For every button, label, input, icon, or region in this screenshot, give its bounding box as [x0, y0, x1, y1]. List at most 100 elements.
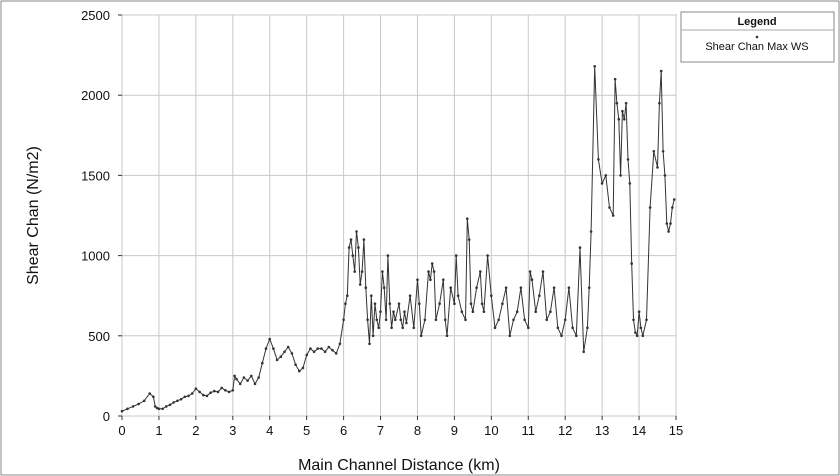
data-point	[157, 407, 161, 411]
data-point	[312, 350, 316, 354]
data-point	[373, 302, 377, 306]
x-tick-label: 11	[522, 423, 536, 438]
data-point	[648, 206, 652, 209]
data-point	[371, 334, 375, 338]
x-tick-label: 1	[155, 423, 162, 438]
x-tick-label: 9	[451, 423, 458, 438]
data-point	[482, 310, 486, 314]
data-point	[231, 389, 235, 392]
data-point	[469, 302, 473, 306]
data-point	[360, 270, 364, 273]
data-point	[443, 318, 447, 322]
data-point	[490, 294, 493, 298]
data-point	[381, 270, 384, 273]
data-point	[508, 334, 512, 338]
data-point	[630, 262, 633, 265]
data-point	[172, 401, 175, 404]
legend-marker	[755, 35, 759, 39]
data-point	[449, 286, 453, 290]
data-point	[519, 286, 523, 290]
data-point	[346, 294, 349, 298]
data-point	[152, 395, 155, 399]
data-point	[416, 278, 419, 282]
data-point	[418, 302, 421, 306]
data-point	[362, 238, 366, 241]
data-point	[392, 310, 395, 314]
data-point	[382, 286, 386, 290]
data-point	[301, 366, 305, 370]
data-point	[153, 405, 157, 408]
data-point	[464, 318, 467, 322]
data-point	[194, 387, 198, 391]
data-point	[358, 283, 362, 286]
data-point	[401, 326, 405, 330]
x-tick-label: 12	[558, 423, 572, 438]
data-point	[283, 350, 286, 354]
data-point	[342, 318, 345, 322]
data-point	[397, 302, 401, 306]
data-point	[538, 294, 541, 298]
data-point	[549, 310, 552, 314]
x-tick-label: 15	[669, 423, 683, 438]
data-point	[661, 150, 665, 153]
series-group	[120, 65, 676, 413]
x-tick-label: 8	[414, 423, 421, 438]
data-point	[316, 347, 320, 350]
data-point	[233, 374, 236, 378]
data-point	[298, 369, 301, 373]
data-point	[667, 230, 670, 233]
legend-title: Legend	[737, 16, 776, 28]
y-axis-title: Shear Chan (N/m2)	[25, 146, 42, 285]
data-point	[545, 318, 548, 322]
y-tick-label: 500	[88, 329, 110, 344]
data-point	[429, 278, 432, 282]
data-point	[534, 310, 537, 314]
data-point	[168, 403, 172, 407]
data-point	[264, 347, 268, 350]
data-point	[272, 347, 275, 350]
data-point	[619, 174, 622, 177]
data-point	[305, 353, 309, 357]
data-point	[366, 318, 369, 322]
data-point	[334, 352, 338, 355]
data-point	[523, 318, 526, 322]
data-point	[632, 318, 635, 322]
data-point	[626, 158, 630, 161]
data-point	[205, 394, 209, 398]
data-point	[659, 69, 663, 73]
data-point	[504, 286, 508, 290]
data-point	[238, 382, 242, 386]
data-point	[131, 405, 135, 408]
data-point	[368, 342, 371, 346]
data-point	[286, 345, 290, 349]
data-point	[227, 390, 231, 394]
data-point	[261, 361, 264, 365]
data-point	[467, 238, 471, 241]
data-point	[137, 402, 140, 406]
y-tick-label: 2500	[81, 8, 110, 23]
data-point	[190, 392, 194, 395]
data-point	[497, 318, 501, 322]
data-point	[412, 326, 416, 330]
data-point	[600, 182, 604, 185]
data-point	[198, 390, 201, 394]
data-point	[586, 326, 589, 330]
data-point	[453, 302, 456, 306]
data-point	[621, 109, 624, 113]
data-point	[656, 166, 659, 169]
data-point	[126, 407, 129, 411]
data-point	[279, 355, 283, 359]
data-point	[419, 334, 423, 338]
data-point	[589, 230, 593, 233]
x-axis-title: Main Channel Distance (km)	[298, 457, 500, 474]
data-point	[377, 326, 381, 330]
data-point	[480, 302, 484, 306]
data-point	[563, 318, 567, 322]
data-point	[645, 318, 648, 322]
data-point	[663, 174, 667, 177]
data-point	[617, 118, 621, 121]
data-point	[639, 326, 643, 330]
data-point	[357, 246, 360, 249]
data-point	[290, 352, 294, 355]
